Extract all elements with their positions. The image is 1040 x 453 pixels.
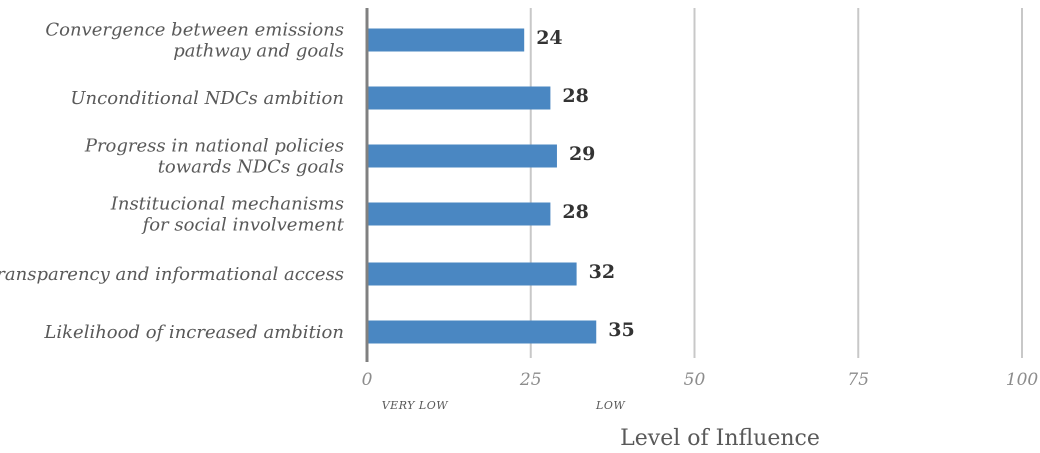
bar-3	[367, 202, 551, 226]
value-label: 28	[562, 201, 588, 223]
category-label: Likelihood of increased ambition	[43, 322, 344, 343]
value-label: 32	[589, 261, 615, 283]
category-label: Transparency and informational access	[0, 264, 344, 285]
value-label: 28	[562, 85, 588, 107]
category-label: Institucional mechanisms for social invol…	[110, 194, 345, 236]
bar-4	[367, 262, 577, 286]
x-tick-label: 75	[847, 370, 869, 390]
x-tick-label: 0	[362, 370, 373, 390]
bar-1	[367, 86, 551, 110]
category-label: Convergence between emissions pathway and…	[45, 20, 344, 62]
x-tick-label: 100	[1006, 370, 1039, 390]
level-label: VERY LOW	[382, 399, 449, 412]
value-label: 35	[608, 319, 634, 341]
x-tick-label: 25	[519, 370, 542, 390]
value-label: 29	[569, 143, 595, 165]
bar-0	[367, 28, 525, 52]
level-label: LOW	[595, 399, 626, 412]
category-label: Unconditional NDCs ambition	[70, 88, 344, 109]
bar-2	[367, 144, 557, 168]
value-label: 24	[536, 27, 562, 49]
x-tick-label: 50	[684, 370, 706, 390]
x-axis-title: Level of Influence	[620, 426, 820, 451]
category-label: Progress in national policies towards NDC…	[84, 136, 344, 178]
bar-5	[367, 320, 597, 344]
